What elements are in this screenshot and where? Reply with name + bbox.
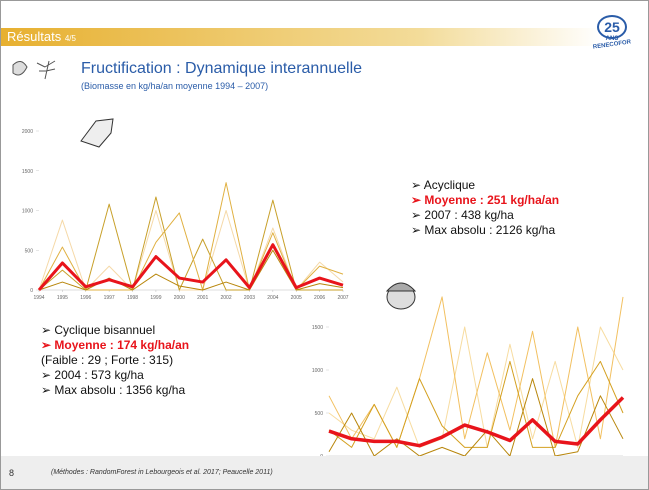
y-tick-label: 1000	[22, 209, 33, 215]
x-tick-label: 2007	[337, 295, 348, 301]
y-tick-label: 2000	[22, 129, 33, 135]
x-tick-label: 2002	[221, 295, 232, 301]
leaf-drawing	[81, 119, 113, 147]
right-notes: AcycliqueMoyenne : 251 kg/ha/an2007 : 43…	[411, 178, 559, 238]
x-tick-label: 2000	[174, 295, 185, 301]
note-item: Max absolu : 1356 kg/ha	[41, 383, 189, 398]
left-notes: Cyclique bisannuelMoyenne : 174 kg/ha/an…	[41, 323, 189, 398]
series-line	[39, 197, 343, 290]
footnote: (Méthodes : RandomForest in Lebourgeois …	[51, 469, 273, 476]
y-tick-label: 0	[30, 288, 33, 294]
x-tick-label: 1997	[104, 295, 115, 301]
charts: 0 500 1000 1500 2000 1994 1995 1996 1997 1998 1999…	[1, 1, 648, 489]
y-tick-label: 1000	[312, 368, 323, 374]
x-tick-label: 1998	[127, 295, 138, 301]
y-tick-label: 500	[315, 411, 324, 417]
x-tick-label: 2004	[267, 295, 278, 301]
note-item: (Faible : 29 ; Forte : 315)	[41, 353, 189, 368]
y-tick-label: 1500	[312, 325, 323, 331]
x-tick-label: 1995	[57, 295, 68, 301]
x-tick-label: 1994	[33, 295, 44, 301]
y-tick-label: 500	[25, 248, 34, 254]
x-tick-label: 1996	[80, 295, 91, 301]
note-item: Moyenne : 251 kg/ha/an	[411, 193, 559, 208]
note-item: Cyclique bisannuel	[41, 323, 189, 338]
x-tick-label: 2003	[244, 295, 255, 301]
x-tick-label: 2001	[197, 295, 208, 301]
note-item: Acyclique	[411, 178, 559, 193]
y-tick-label: 1500	[22, 169, 33, 175]
note-item: 2004 : 573 kg/ha	[41, 368, 189, 383]
x-tick-label: 1999	[150, 295, 161, 301]
acorn-drawing	[387, 283, 415, 309]
note-item: 2007 : 438 kg/ha	[411, 208, 559, 223]
page-number: 8	[9, 468, 14, 478]
series-line	[329, 297, 623, 448]
series-line	[329, 361, 623, 447]
x-tick-label: 2005	[291, 295, 302, 301]
note-item: Moyenne : 174 kg/ha/an	[41, 338, 189, 353]
series-line	[39, 183, 343, 290]
note-item: Max absolu : 2126 kg/ha	[411, 223, 559, 238]
slide: Résultats 4/5 25 ANS RENECOFOR Fructific…	[0, 0, 649, 490]
x-tick-label: 2006	[314, 295, 325, 301]
